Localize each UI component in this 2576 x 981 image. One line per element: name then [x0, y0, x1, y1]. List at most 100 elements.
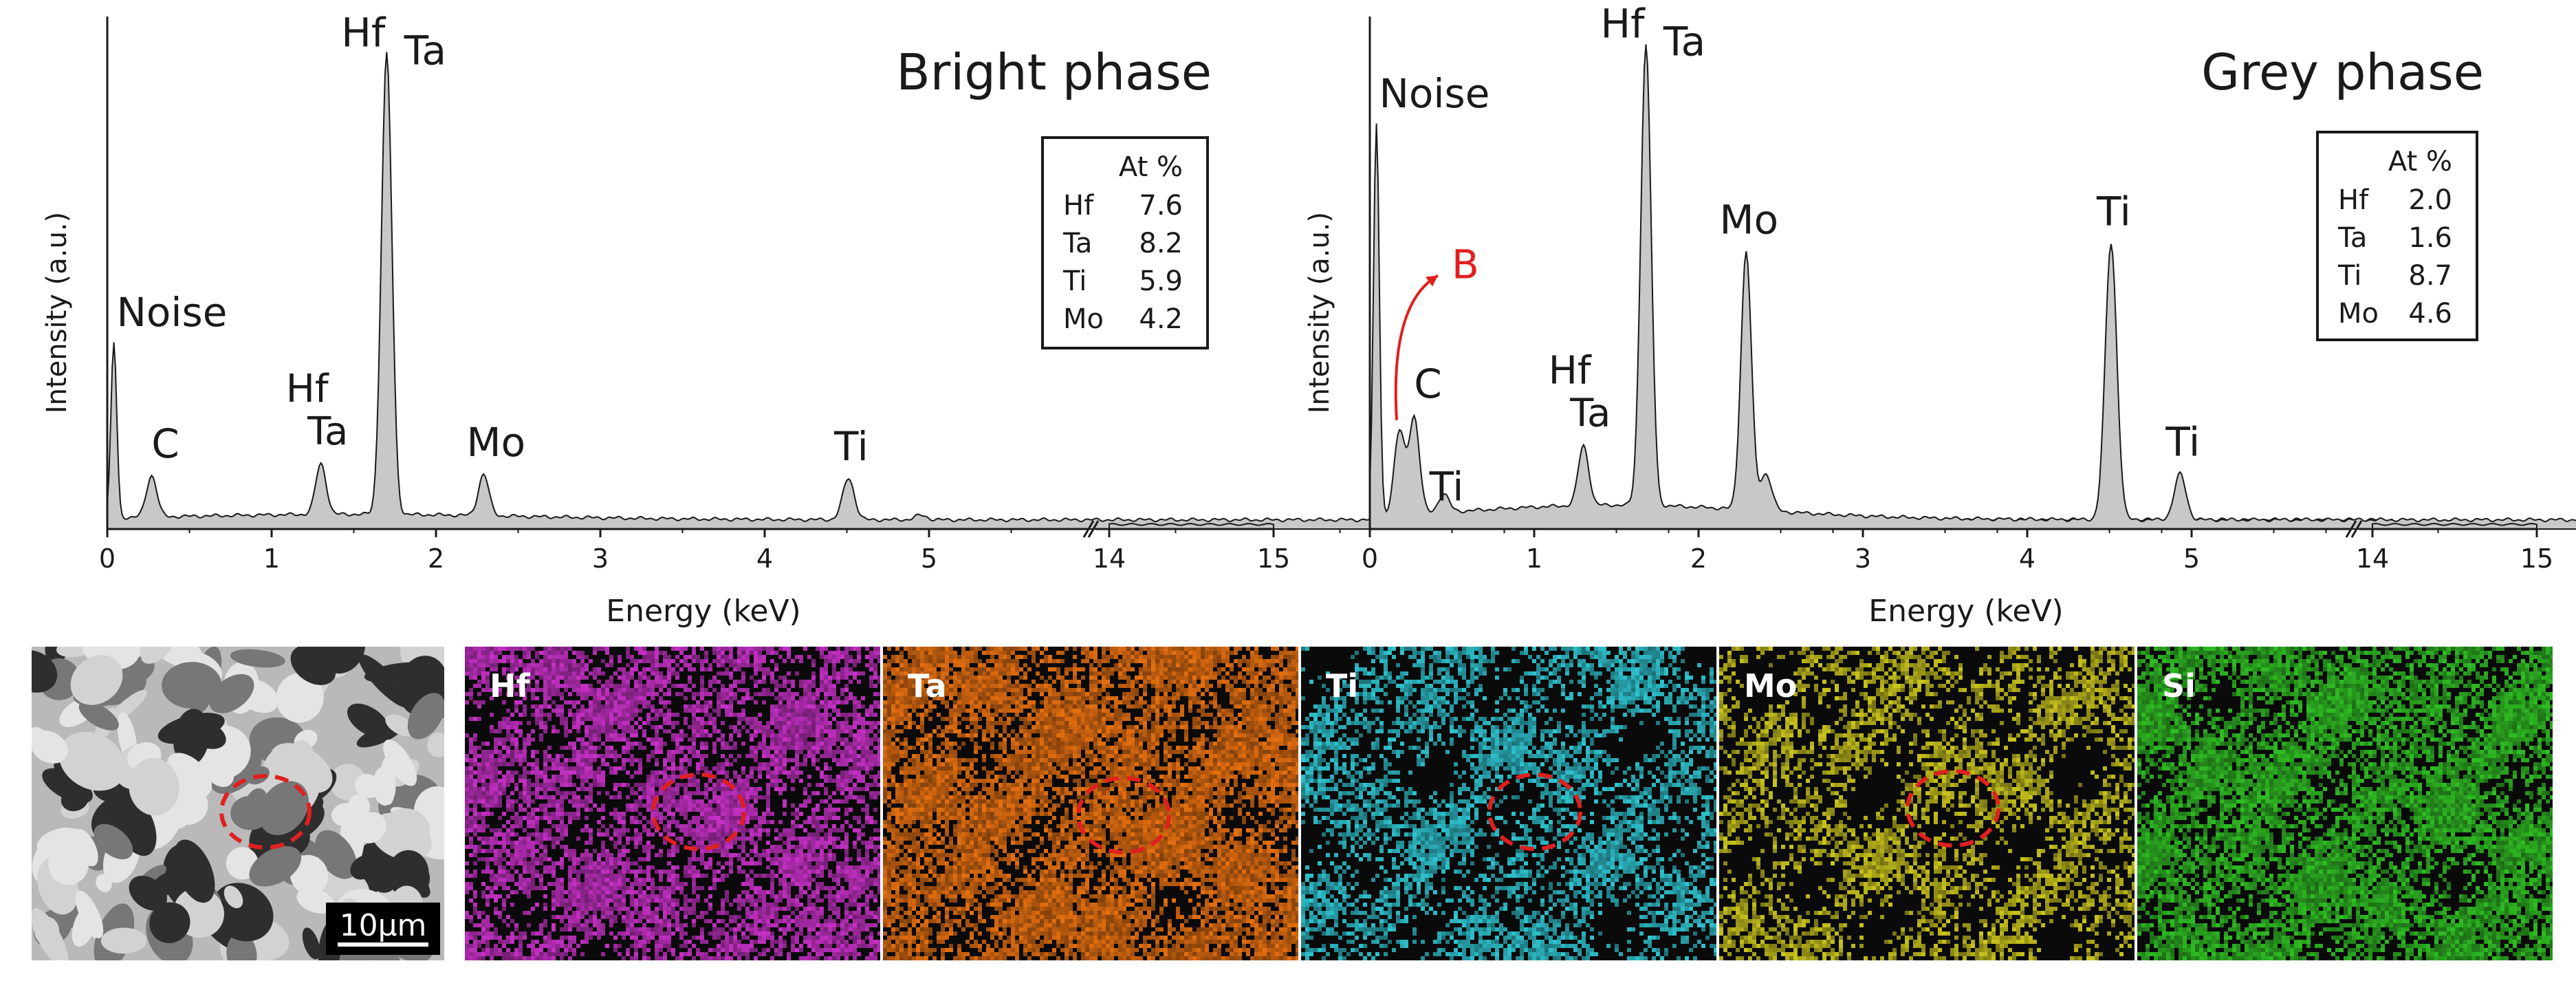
- map-pixel: [873, 754, 877, 758]
- map-pixel: [853, 927, 857, 931]
- map-pixel: [535, 849, 539, 853]
- map-pixel: [543, 907, 547, 911]
- map-pixel: [803, 874, 807, 878]
- map-pixel: [692, 667, 696, 671]
- map-pixel: [679, 907, 684, 911]
- map-pixel: [820, 886, 824, 890]
- map-pixel: [593, 865, 597, 870]
- map-pixel: [861, 865, 865, 870]
- map-pixel: [725, 936, 729, 940]
- map-pixel: [766, 857, 770, 861]
- map-pixel: [762, 898, 766, 903]
- map-pixel: [733, 898, 737, 903]
- x-tick-label: 5: [2183, 543, 2200, 574]
- map-pixel: [469, 799, 473, 804]
- map-pixel: [807, 940, 811, 944]
- map-pixel: [477, 651, 481, 655]
- map-pixel: [552, 952, 556, 956]
- map-pixel: [609, 861, 613, 865]
- map-pixel: [783, 849, 787, 853]
- map-pixel: [861, 915, 865, 919]
- map-pixel: [552, 948, 556, 952]
- table-value: 1.6: [2408, 222, 2452, 254]
- map-pixel: [836, 733, 840, 737]
- map-pixel: [634, 742, 638, 746]
- map-pixel: [597, 865, 601, 870]
- map-pixel: [481, 750, 485, 754]
- map-pixel: [750, 828, 754, 832]
- map-pixel: [622, 874, 626, 878]
- map-pixel: [684, 696, 688, 700]
- map-pixel: [622, 717, 626, 721]
- map-pixel: [762, 849, 766, 853]
- map-pixel: [560, 816, 564, 820]
- map-pixel: [552, 671, 556, 676]
- map-pixel: [774, 787, 778, 791]
- map-pixel: [663, 659, 667, 663]
- map-pixel: [766, 692, 770, 696]
- map-pixel: [646, 874, 651, 878]
- map-pixel: [824, 746, 828, 750]
- map-pixel: [659, 651, 663, 655]
- map-pixel: [576, 870, 580, 874]
- map-pixel: [502, 903, 506, 907]
- map-pixel: [844, 713, 849, 717]
- map-pixel: [597, 861, 601, 865]
- map-pixel: [622, 886, 626, 890]
- map-pixel: [523, 795, 527, 799]
- map-pixel: [873, 779, 877, 783]
- map-pixel: [630, 787, 634, 791]
- map-pixel: [593, 898, 597, 903]
- map-pixel: [638, 762, 642, 766]
- map-pixel: [692, 742, 696, 746]
- map-pixel: [778, 704, 783, 709]
- map-pixel: [663, 742, 667, 746]
- map-pixel: [816, 898, 820, 903]
- map-pixel: [638, 857, 642, 861]
- map-pixel: [655, 663, 659, 667]
- map-pixel: [580, 886, 585, 890]
- map-pixel: [589, 754, 593, 758]
- map-pixel: [539, 952, 543, 956]
- map-pixel: [737, 812, 741, 816]
- map-pixel: [811, 870, 816, 874]
- map-pixel: [465, 766, 469, 770]
- map-pixel: [481, 688, 485, 692]
- map-pixel: [811, 812, 816, 816]
- map-pixel: [721, 762, 725, 766]
- map-pixel: [585, 841, 589, 845]
- map-pixel: [630, 775, 634, 779]
- map-pixel: [811, 684, 816, 688]
- map-pixel: [762, 647, 766, 651]
- map-pixel: [844, 903, 849, 907]
- map-pixel: [655, 651, 659, 655]
- map-pixel: [783, 907, 787, 911]
- map-pixel: [568, 742, 572, 746]
- map-pixel: [799, 886, 803, 890]
- map-pixel: [766, 911, 770, 915]
- map-pixel: [506, 832, 510, 837]
- map-pixel: [836, 713, 840, 717]
- map-pixel: [717, 936, 721, 940]
- map-pixel: [568, 812, 572, 816]
- map-pixel: [642, 878, 646, 882]
- map-pixel: [494, 907, 498, 911]
- map-pixel: [630, 903, 634, 907]
- map-pixel: [638, 799, 642, 804]
- map-pixel: [572, 919, 576, 923]
- map-pixel: [700, 696, 704, 700]
- map-pixel: [729, 948, 733, 952]
- map-pixel: [651, 915, 655, 919]
- map-pixel: [609, 874, 613, 878]
- map-pixel: [527, 779, 531, 783]
- map-pixel: [490, 655, 494, 659]
- map-pixel: [543, 828, 547, 832]
- map-pixel: [655, 680, 659, 684]
- map-pixel: [700, 804, 704, 808]
- map-pixel: [840, 861, 844, 865]
- map-pixel: [791, 692, 795, 696]
- map-pixel: [836, 923, 840, 927]
- map-pixel: [803, 709, 807, 713]
- map-pixel: [754, 886, 758, 890]
- map-pixel: [498, 754, 502, 758]
